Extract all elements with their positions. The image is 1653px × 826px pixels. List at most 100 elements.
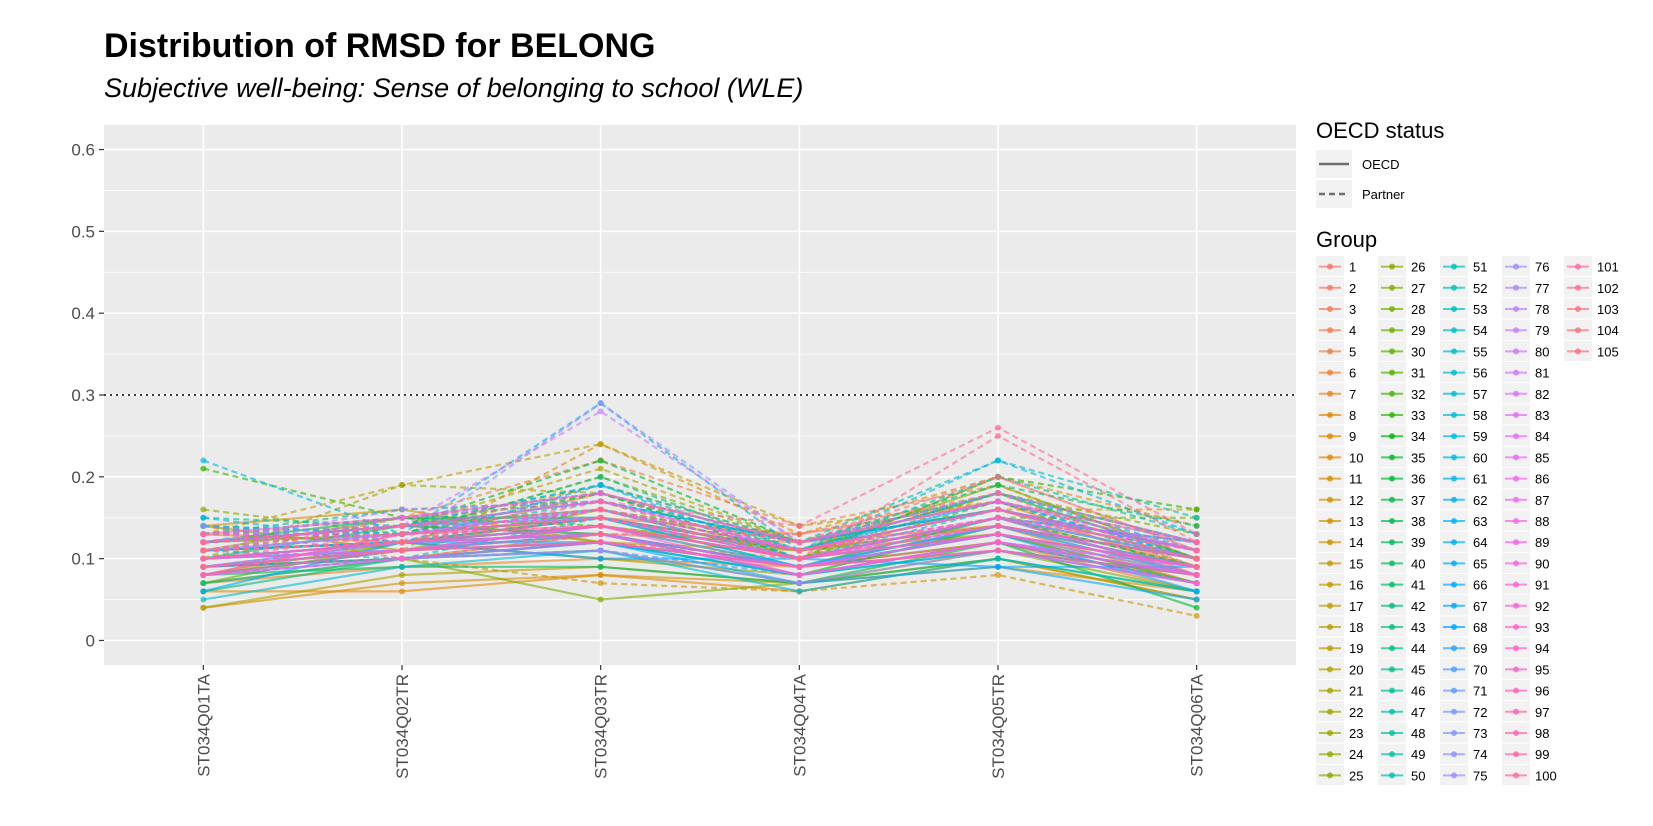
- legend-label: 4: [1349, 323, 1356, 338]
- legend-label: 98: [1535, 726, 1549, 741]
- legend-label: 77: [1535, 281, 1549, 296]
- data-point: [200, 514, 207, 521]
- series-line-80: [203, 410, 1197, 544]
- series-line-105: [203, 508, 1197, 560]
- legend-key-point: [1327, 348, 1333, 355]
- legend-key-point: [1451, 730, 1457, 736]
- legend-key-point: [1513, 263, 1519, 270]
- data-point: [597, 580, 604, 587]
- series-group-102: [200, 432, 1200, 562]
- legend-key-point: [1451, 645, 1457, 652]
- series-group-105: [200, 506, 1200, 562]
- legend-label: 38: [1411, 514, 1425, 529]
- legend-label: 95: [1535, 662, 1549, 677]
- legend-label: 39: [1411, 535, 1425, 550]
- legend-label: 71: [1473, 684, 1487, 699]
- legend-label: 55: [1473, 344, 1487, 359]
- legend-label: 32: [1411, 387, 1425, 402]
- legend-label: 1: [1349, 260, 1356, 275]
- legend-item-group-39: 39: [1378, 531, 1425, 552]
- legend-key-point: [1327, 645, 1333, 652]
- legend-label: 88: [1535, 514, 1549, 529]
- legend-key-point: [1389, 390, 1395, 397]
- legend-label: 41: [1411, 578, 1425, 593]
- legend-item-group-91: 91: [1502, 574, 1549, 595]
- legend-key-point: [1451, 560, 1457, 567]
- legend-label: 87: [1535, 493, 1549, 508]
- legend-item-group-2: 2: [1316, 277, 1356, 298]
- legend-key-point: [1513, 284, 1519, 291]
- legend-key-point: [1451, 306, 1457, 312]
- legend-item-group-55: 55: [1440, 340, 1487, 361]
- data-point: [597, 572, 604, 578]
- legend-label: 35: [1411, 450, 1425, 465]
- legend-label: 52: [1473, 281, 1487, 296]
- legend-key-point: [1327, 560, 1333, 567]
- legend-label: 24: [1349, 747, 1363, 762]
- series-line-104: [203, 492, 1198, 568]
- legend-key-point: [1327, 433, 1333, 440]
- legend-item-group-14: 14: [1316, 531, 1363, 552]
- legend-item-group-38: 38: [1378, 510, 1425, 531]
- legend-key-point: [1389, 645, 1395, 652]
- legend: OECD statusOECDPartnerGroup1234567891011…: [1316, 118, 1619, 785]
- data-point: [399, 555, 405, 562]
- data-point: [796, 588, 803, 595]
- data-point: [200, 604, 207, 611]
- legend-key-point: [1575, 263, 1581, 270]
- legend-key-point: [1327, 666, 1333, 673]
- series-line-11: [203, 442, 1197, 568]
- legend-item-group-68: 68: [1440, 616, 1487, 637]
- legend-item-group-90: 90: [1502, 552, 1549, 573]
- series-line-88: [203, 500, 1197, 552]
- data-point: [597, 498, 604, 505]
- legend-item-group-95: 95: [1502, 658, 1549, 679]
- data-point: [399, 572, 405, 578]
- legend-item-group-70: 70: [1440, 658, 1487, 679]
- legend-key-point: [1513, 687, 1519, 694]
- legend-label: 90: [1535, 556, 1549, 571]
- legend-key-point: [1575, 348, 1581, 355]
- legend-item-group-47: 47: [1378, 701, 1425, 722]
- legend-label: 103: [1597, 302, 1619, 317]
- legend-label-partner: Partner: [1362, 187, 1405, 202]
- legend-label: 76: [1535, 260, 1549, 275]
- legend-label: 9: [1349, 429, 1356, 444]
- legend-item-group-73: 73: [1440, 722, 1487, 743]
- series-line-101: [203, 426, 1198, 544]
- legend-label: 105: [1597, 344, 1619, 359]
- legend-item-group-3: 3: [1316, 298, 1356, 319]
- legend-item-group-93: 93: [1502, 616, 1549, 637]
- legend-label: 19: [1349, 641, 1363, 656]
- legend-key-point: [1513, 496, 1519, 503]
- legend-item-group-85: 85: [1502, 446, 1549, 467]
- legend-title-oecd-status: OECD status: [1316, 118, 1444, 143]
- series-line-92: [203, 541, 1197, 568]
- data-point: [995, 522, 1001, 529]
- legend-label: 83: [1535, 408, 1549, 423]
- legend-item-group-82: 82: [1502, 383, 1549, 404]
- data-point: [597, 563, 604, 570]
- legend-item-group-8: 8: [1316, 404, 1356, 425]
- legend-key-point: [1451, 369, 1457, 376]
- legend-item-group-102: 102: [1564, 277, 1619, 298]
- legend-label: 78: [1535, 302, 1549, 317]
- legend-item-group-26: 26: [1378, 256, 1425, 277]
- y-tick-label: 0.2: [71, 468, 95, 487]
- legend-key-point: [1389, 475, 1395, 482]
- legend-label: 29: [1411, 323, 1425, 338]
- data-point: [597, 400, 604, 407]
- legend-label: 8: [1349, 408, 1356, 423]
- legend-item-group-92: 92: [1502, 595, 1549, 616]
- data-point: [200, 531, 207, 538]
- legend-key-point: [1327, 624, 1333, 630]
- y-tick-label: 0.3: [71, 386, 95, 405]
- legend-label: 101: [1597, 260, 1619, 275]
- data-point: [1193, 514, 1200, 521]
- legend-label: 10: [1349, 450, 1363, 465]
- legend-label: 81: [1535, 366, 1549, 381]
- legend-label: 70: [1473, 662, 1487, 677]
- legend-key-point: [1451, 496, 1457, 503]
- legend-label: 45: [1411, 662, 1425, 677]
- legend-item-group-76: 76: [1502, 256, 1549, 277]
